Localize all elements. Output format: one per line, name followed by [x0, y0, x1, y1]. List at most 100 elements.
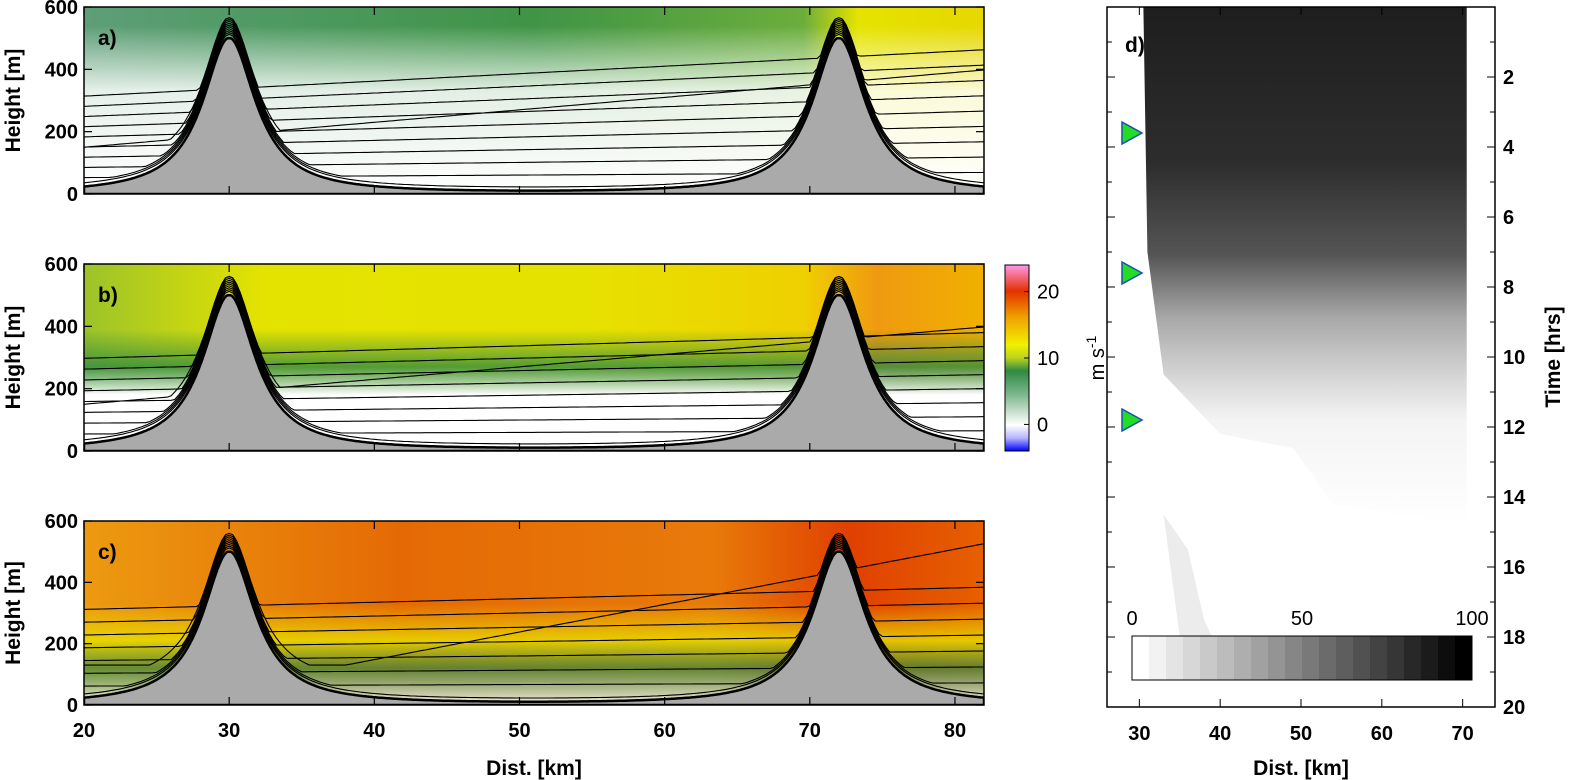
y-tick-label: 600	[45, 511, 78, 533]
contour-line	[84, 277, 984, 370]
y-tick-label: 600	[45, 254, 78, 276]
plot-area	[84, 264, 984, 451]
colorbar-d-segment	[1421, 636, 1439, 680]
contour-line	[84, 285, 984, 413]
contour-line	[84, 30, 984, 168]
contour-line	[84, 547, 984, 699]
y-tick-label: 8	[1503, 277, 1514, 299]
y-tick-label: 6	[1503, 207, 1514, 229]
terrain	[84, 293, 984, 451]
colorbar-d-segment	[1234, 636, 1252, 680]
x-tick-label: 70	[1452, 723, 1474, 745]
panel-a: 0 200 400 600 Height [m] a)	[2, 0, 985, 206]
contour-line	[84, 532, 984, 666]
y-tick-label: 20	[1503, 697, 1525, 719]
x-axis-label: Dist. [km]	[486, 757, 582, 780]
contour-line	[84, 539, 984, 649]
x-tick-label: 50	[508, 720, 530, 742]
y-tick-label: 16	[1503, 557, 1525, 579]
contour-line	[84, 287, 984, 424]
panel-label: b)	[98, 284, 118, 307]
colorbar-d-segment	[1149, 636, 1167, 680]
occupancy-field	[1143, 7, 1467, 525]
colorbar-d-segment	[1302, 636, 1320, 680]
colorbar-d-segment	[1183, 636, 1201, 680]
colorbar-d-segment	[1217, 636, 1235, 680]
colorbar-d-segment	[1268, 636, 1286, 680]
terrain	[84, 550, 984, 705]
y-tick-label: 0	[67, 695, 78, 717]
panel-c: 20 30 40 50 60 70 80 0 200 400 600 Height [m] c) Dist…	[2, 511, 985, 780]
terrain	[84, 36, 984, 194]
y-tick-label: 0	[67, 441, 78, 463]
y-tick-label: 400	[45, 572, 78, 594]
panel-label: c)	[98, 541, 117, 564]
contour-line	[84, 28, 984, 158]
colorbar-d-tick-label: 50	[1291, 608, 1313, 630]
contour-line	[84, 20, 984, 118]
panel-label: d)	[1125, 34, 1145, 57]
plot-frame	[83, 263, 985, 452]
x-tick-label: 20	[73, 720, 95, 742]
y-axis-label: Height [m]	[2, 561, 25, 665]
y-tick-label: 200	[45, 634, 78, 656]
time-marker	[1121, 120, 1144, 146]
contour-line	[84, 283, 984, 403]
colorbar-tick-label: 10	[1037, 348, 1059, 370]
colorbar-tick-label: 20	[1037, 282, 1059, 304]
colorbar-d-segment	[1438, 636, 1456, 680]
contour-line	[84, 16, 984, 97]
contour-line	[84, 275, 984, 405]
panel-label: a)	[98, 27, 117, 50]
y-tick-label: 600	[45, 0, 78, 19]
colorbar-d-segment	[1319, 636, 1337, 680]
colorbar-d-segment	[1387, 636, 1405, 680]
contour-line	[84, 24, 984, 138]
x-tick-label: 50	[1290, 723, 1312, 745]
contour-line	[84, 538, 984, 636]
y-tick-label: 2	[1503, 67, 1514, 89]
colorbar-d-segment	[1200, 636, 1218, 680]
colorbar-d-segment	[1455, 636, 1473, 680]
y-tick-label: 12	[1503, 417, 1525, 439]
y-tick-label: 18	[1503, 627, 1525, 649]
contour-line	[84, 543, 984, 674]
y-axis-label: Height [m]	[2, 306, 25, 410]
colorbar-d-frame	[1131, 635, 1473, 681]
y-tick-label: 0	[67, 184, 78, 206]
contour-line	[84, 279, 984, 381]
contour-line	[84, 541, 984, 662]
contour-line	[84, 281, 984, 392]
x-axis-label: Dist. [km]	[1253, 757, 1349, 780]
x-tick-label: 30	[218, 720, 240, 742]
y-tick-label: 400	[45, 316, 78, 338]
contour-line	[84, 33, 984, 188]
x-tick-label: 60	[1371, 723, 1393, 745]
contour-line	[84, 290, 984, 445]
contour-line	[84, 289, 984, 435]
x-tick-label: 30	[1128, 723, 1150, 745]
x-tick-label: 60	[654, 720, 676, 742]
colorbar-d-segment	[1132, 636, 1150, 680]
y-axis-label: Height [m]	[2, 49, 25, 153]
contour-line	[84, 26, 984, 148]
contour-line	[84, 32, 984, 179]
contour-line	[84, 536, 984, 623]
time-marker	[1121, 407, 1144, 433]
colorbar-d-segment	[1166, 636, 1184, 680]
contour-line	[84, 18, 984, 148]
colorbar-d-segment	[1353, 636, 1371, 680]
contour-line	[84, 22, 984, 128]
y-tick-label: 4	[1503, 137, 1515, 159]
plot-area-d	[1143, 7, 1467, 637]
y-tick-label: 200	[45, 379, 78, 401]
colorbar-d-segment	[1370, 636, 1388, 680]
colorbar-unit: m s-1	[1083, 335, 1109, 380]
x-tick-label: 80	[944, 720, 966, 742]
colorbar-d-segment	[1251, 636, 1269, 680]
colorbar-d-segment	[1336, 636, 1354, 680]
x-tick-label: 40	[1209, 723, 1231, 745]
y-tick-label: 200	[45, 122, 78, 144]
y-tick-label: 400	[45, 59, 78, 81]
